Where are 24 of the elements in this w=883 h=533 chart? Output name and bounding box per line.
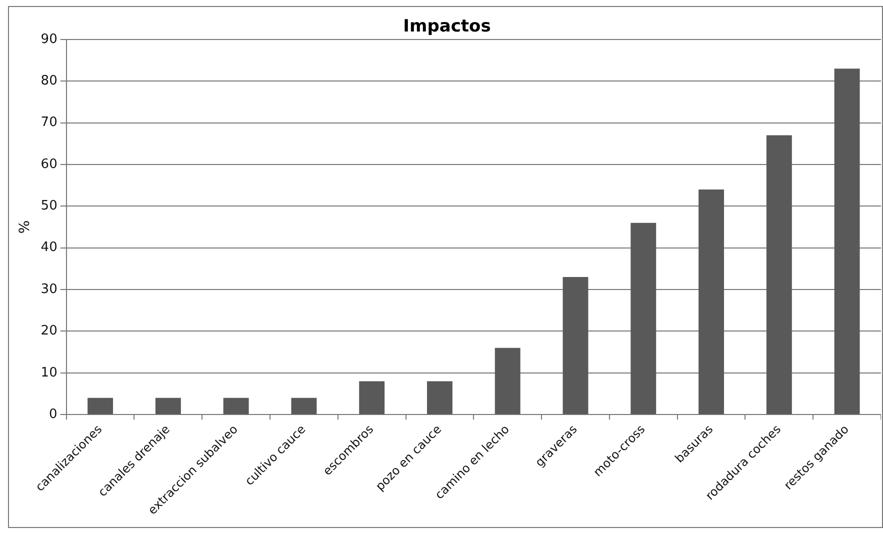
bar — [427, 381, 452, 414]
bar — [88, 398, 114, 414]
bar — [562, 277, 588, 414]
bar — [834, 68, 860, 414]
y-tick-label: 40 — [40, 240, 58, 256]
bar — [291, 398, 317, 414]
bar — [223, 398, 249, 414]
bar — [630, 222, 656, 414]
y-tick-label: 70 — [40, 115, 58, 130]
y-tick-label: 10 — [40, 365, 58, 380]
y-tick-label: 30 — [40, 282, 58, 297]
bar — [766, 135, 792, 414]
y-axis-title: % — [17, 220, 34, 234]
bar — [155, 398, 181, 414]
bar — [494, 348, 520, 414]
y-tick-label: 20 — [40, 324, 58, 339]
y-tick-label: 50 — [40, 198, 58, 214]
y-tick-label: 60 — [40, 156, 58, 172]
y-tick-label: 80 — [40, 73, 58, 88]
y-tick-label: 90 — [40, 32, 58, 47]
bar — [698, 189, 724, 414]
y-tick-label: 0 — [49, 406, 58, 422]
chart-title: Impactos — [403, 16, 491, 37]
bar — [359, 381, 385, 414]
